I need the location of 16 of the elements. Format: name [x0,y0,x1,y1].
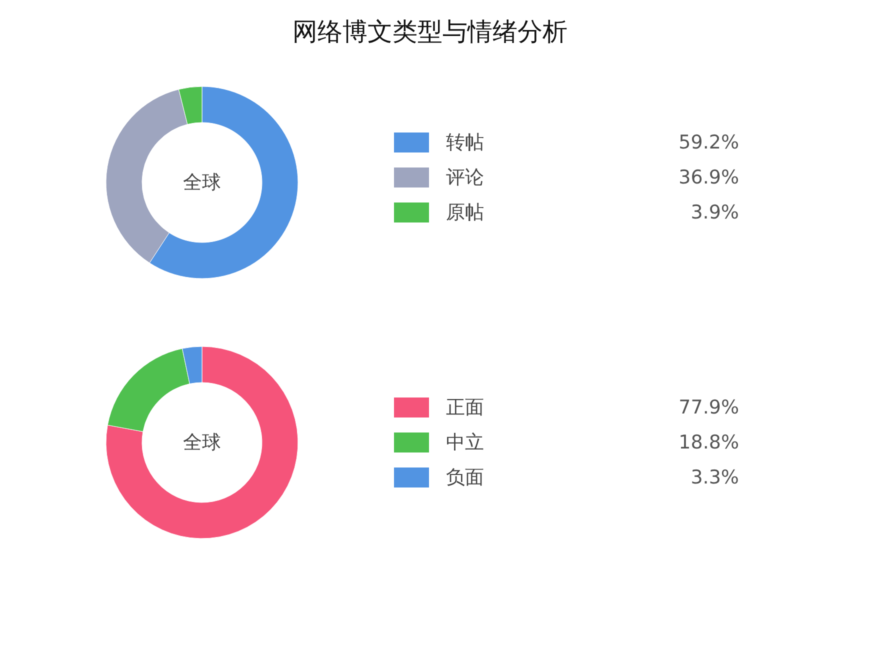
data-label: 77.9% [678,396,739,418]
legend-label: 中立 [446,432,484,454]
donut-slice [106,346,298,539]
legend-label: 负面 [446,466,484,488]
legend-label: 评论 [446,166,484,188]
text: 全球 [183,172,221,194]
legend-label: 原帖 [446,202,484,224]
data-label: 3.9% [690,202,739,224]
text: 全球 [183,432,221,454]
legend-label: 正面 [446,396,484,418]
data-label: 3.3% [690,466,739,488]
chart-title: 网络博文类型与情绪分析 [292,17,568,46]
legend-label: 转帖 [446,132,484,154]
data-label: 59.2% [678,132,739,154]
data-label: 18.8% [678,432,739,454]
data-label: 36.9% [678,166,739,188]
